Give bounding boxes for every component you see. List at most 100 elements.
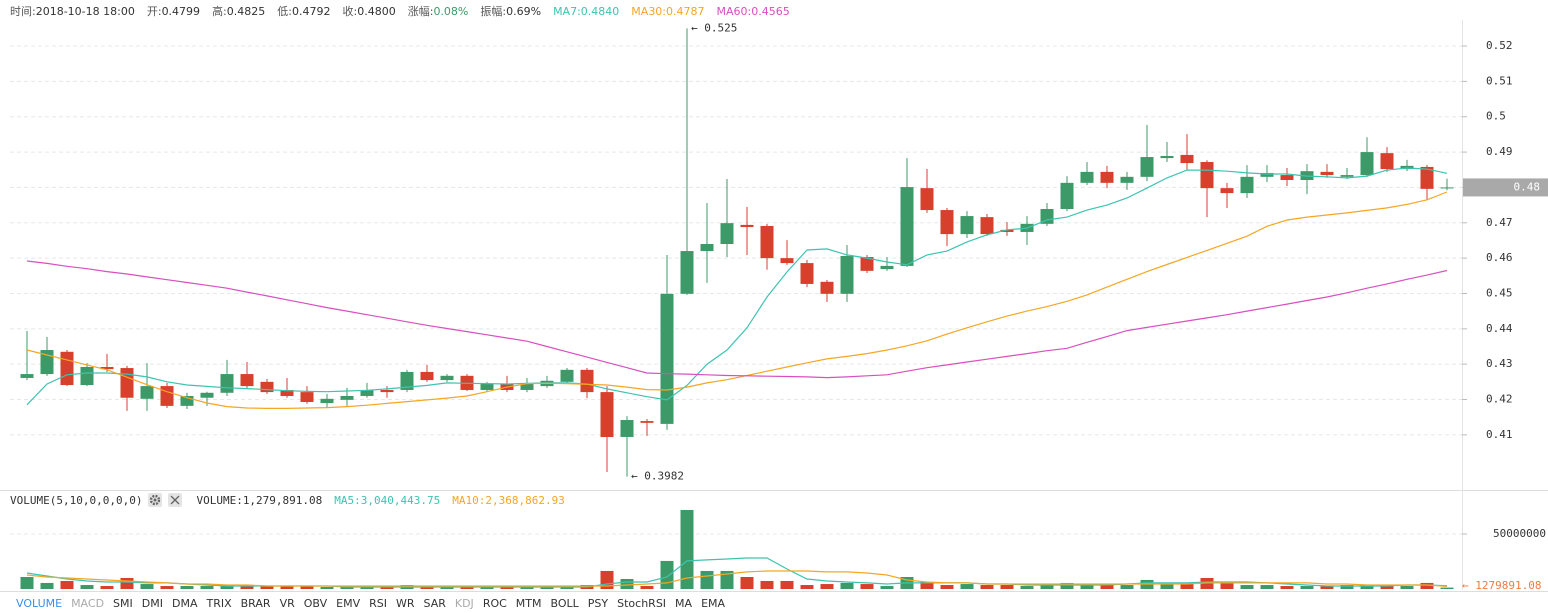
indicator-tab[interactable]: WR [395, 596, 415, 610]
header-label: 低: [277, 5, 292, 18]
last-price-label: 0.48 [1514, 180, 1541, 193]
indicator-tab[interactable]: StochRSI [617, 596, 667, 610]
volume-bar [1260, 585, 1274, 589]
volume-bar [280, 586, 294, 589]
indicator-tab[interactable]: RSI [369, 596, 387, 610]
header-label: 涨幅: [407, 5, 434, 18]
volume-bar [1440, 587, 1454, 589]
volume-bar [860, 584, 874, 589]
indicator-tab[interactable]: ROC [482, 596, 507, 610]
indicator-tab[interactable]: EMA [701, 596, 726, 610]
header-item: 时间:2018-10-18 18:00 [10, 3, 135, 19]
candle-body [660, 293, 674, 424]
header-label: MA60: [716, 4, 752, 18]
header-label: 时间: [10, 5, 36, 18]
ma-line [26, 191, 1448, 409]
candle-body [200, 392, 214, 398]
indicator-tab[interactable]: EMV [336, 596, 361, 610]
volume-bar [920, 581, 934, 589]
candle-body [420, 371, 434, 381]
settings-button[interactable] [148, 493, 163, 507]
close-button[interactable] [168, 493, 183, 507]
volume-bar [320, 587, 334, 589]
candle-body [1360, 152, 1374, 176]
volume-bar [1080, 584, 1094, 589]
indicator-tab[interactable]: DMA [171, 596, 198, 610]
volume-bar [1040, 585, 1054, 589]
header-item: MA60:0.4565 [717, 5, 790, 18]
header-item: 收:0.4800 [343, 3, 396, 19]
volume-bar [480, 587, 494, 589]
candle-body [160, 386, 174, 406]
candle-body [480, 383, 494, 390]
volume-bar [560, 587, 574, 589]
indicator-tab[interactable]: MA [675, 596, 693, 610]
candle-body [1260, 172, 1274, 177]
candle-body [840, 256, 854, 294]
volume-bar [660, 560, 674, 589]
indicator-tab[interactable]: TRIX [206, 596, 232, 610]
volume-bar [200, 586, 214, 589]
indicator-tab[interactable]: BOLL [550, 596, 579, 610]
y-tick-label: 50000000 [1493, 527, 1546, 540]
candle-body [340, 395, 354, 400]
y-tick-label: 0.51 [1486, 74, 1513, 87]
candle-body [680, 251, 694, 294]
candle-body [900, 187, 914, 266]
volume-bar [1340, 585, 1354, 589]
candle-body [280, 389, 294, 396]
candle-body [400, 371, 414, 390]
low-annotation: ← 0.3982 [631, 470, 684, 483]
candle-body [120, 368, 134, 398]
volume-bar [260, 586, 274, 589]
candle-body [760, 225, 774, 259]
header-item: 开:0.4799 [147, 3, 200, 19]
y-tick-label: 0.44 [1486, 322, 1513, 335]
indicator-tab[interactable]: MACD [71, 596, 105, 610]
header-label: 振幅: [480, 5, 507, 18]
header-label: 开: [146, 5, 162, 18]
volume-bar [460, 587, 474, 589]
volume-bar [800, 585, 814, 589]
indicator-tab[interactable]: BRAR [240, 596, 271, 610]
indicator-tab[interactable]: VOLUME [16, 596, 63, 610]
candle-body [60, 351, 74, 386]
volume-bar [1300, 586, 1314, 589]
candle-body [860, 257, 874, 271]
volume-bar [540, 587, 554, 589]
indicator-tab[interactable]: PSY [587, 596, 609, 610]
volume-bar [1060, 582, 1074, 589]
volume-bar [240, 586, 254, 589]
ma-line [26, 260, 1448, 379]
header-value: 0.4787 [666, 4, 705, 18]
indicator-tab[interactable]: DMI [141, 596, 163, 610]
volume-bar [1380, 586, 1394, 589]
indicator-tab[interactable]: SMI [113, 596, 133, 610]
volume-bar [620, 578, 634, 589]
volume-header-value: 3,040,443.75 [360, 493, 441, 507]
header-value: 0.08% [433, 5, 469, 18]
header-value: 0.4792 [292, 5, 331, 18]
volume-header-label: MA10: [452, 493, 486, 507]
candle-body [140, 386, 154, 399]
candle-body [360, 389, 374, 396]
candle-body [780, 258, 794, 264]
indicator-tab[interactable]: VR [279, 596, 295, 610]
last-price-box [1463, 178, 1548, 197]
candle-body [960, 216, 974, 235]
indicator-tab[interactable]: MTM [515, 596, 542, 610]
candle-body [1100, 171, 1114, 183]
volume-header-item: VOLUME:1,279,891.08 [196, 494, 322, 507]
candle-body [1340, 175, 1354, 177]
candle-body [1080, 171, 1094, 183]
y-tick-label: 0.43 [1486, 357, 1513, 370]
volume-bar [140, 584, 154, 589]
indicator-tab[interactable]: SAR [423, 596, 446, 610]
indicator-tab[interactable]: OBV [303, 596, 328, 610]
candle-body [1140, 157, 1154, 177]
volume-bar [1280, 586, 1294, 589]
price-header: 时间:2018-10-18 18:00 开:0.4799 高:0.4825 低:0.4… [10, 2, 802, 20]
volume-bar [880, 586, 894, 589]
indicator-tab[interactable]: KDJ [454, 596, 474, 610]
